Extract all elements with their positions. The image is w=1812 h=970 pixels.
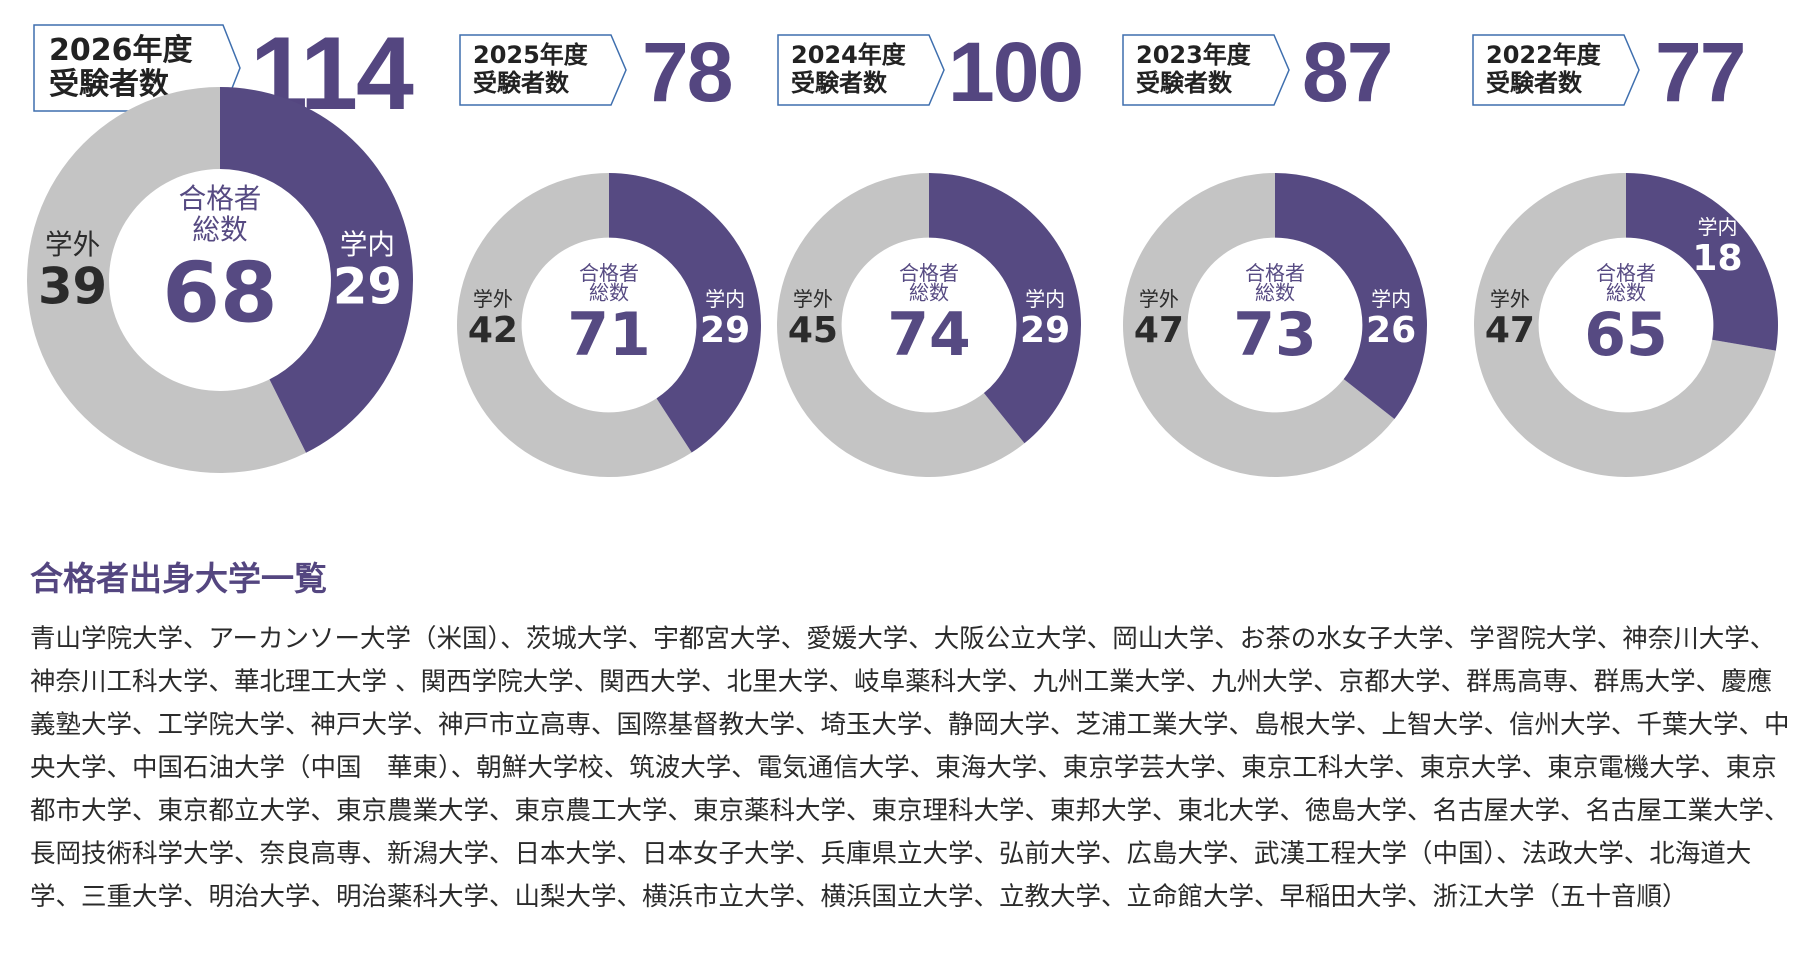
center-label-total: 総数 [1255, 281, 1295, 305]
center-label-total: 総数 [1606, 281, 1646, 305]
center-label-total: 総数 [589, 281, 629, 305]
examinees-label: 受験者数 [473, 69, 569, 97]
inside-value: 29 [333, 257, 402, 315]
center-label-passers: 合格者 [579, 261, 639, 285]
outside-label: 学外 [473, 287, 513, 311]
center-total-value: 68 [162, 244, 277, 341]
center-label-passers: 合格者 [1596, 261, 1656, 285]
center-label-passers: 合格者 [1245, 261, 1305, 285]
center-label-passers: 合格者 [179, 182, 262, 215]
examinees-count: 100 [948, 25, 1084, 119]
slice-inside [609, 173, 761, 453]
badge-arrow-frame [777, 34, 945, 106]
outside-value: 47 [1134, 310, 1184, 351]
examinees-count: 87 [1302, 25, 1393, 119]
slice-inside [1275, 173, 1427, 420]
year-label: 2026年度 [49, 32, 193, 68]
inside-label: 学内 [1697, 215, 1737, 239]
inside-value: 26 [1366, 310, 1416, 351]
slice-inside [220, 87, 413, 453]
inside-value: 29 [700, 310, 750, 351]
examinees-label: 受験者数 [1136, 69, 1232, 97]
outside-label: 学外 [1490, 287, 1530, 311]
center-total-value: 73 [1233, 300, 1317, 370]
year-label: 2023年度 [1136, 41, 1251, 70]
slice-outside [26, 87, 307, 473]
outside-value: 42 [468, 310, 518, 351]
slice-inside [1626, 173, 1778, 351]
results-charts: 2026年度 受験者数 114 合格者 総数 68 学内 29 学外 39 2025年度 受… [26, 22, 1778, 477]
center-total-value: 65 [1584, 300, 1668, 370]
badge-arrow-frame [459, 34, 627, 106]
badge-arrow-frame [1122, 34, 1290, 106]
slice-outside [776, 173, 1025, 477]
examinees-count: 77 [1655, 25, 1746, 119]
center-label-passers: 合格者 [899, 261, 959, 285]
outside-value: 39 [38, 257, 107, 315]
outside-label: 学外 [793, 287, 833, 311]
outside-label: 学外 [1139, 287, 1179, 311]
examinees-label: 受験者数 [791, 69, 887, 97]
slice-outside [1123, 173, 1395, 477]
examinees-label: 受験者数 [49, 67, 169, 102]
examinees-label: 受験者数 [1486, 69, 1582, 97]
slice-outside [457, 173, 692, 477]
year-label: 2022年度 [1486, 41, 1601, 70]
inside-value: 29 [1020, 310, 1070, 351]
slice-outside [1473, 173, 1776, 477]
badge-arrow-frame [1472, 34, 1640, 106]
outside-label: 学外 [45, 228, 100, 261]
inside-label: 学内 [1371, 287, 1411, 311]
university-list-title: 合格者出身大学一覧 [30, 559, 327, 598]
year-badge: 2022年度 受験者数 [1472, 34, 1642, 106]
inside-value: 18 [1692, 238, 1742, 279]
center-total-value: 74 [887, 300, 971, 370]
inside-label: 学内 [1025, 287, 1065, 311]
university-list-body: 青山学院大学、アーカンソー大学（米国）、茨城大学、宇都宮大学、愛媛大学、大阪公立… [30, 624, 1790, 912]
inside-label: 学内 [705, 287, 745, 311]
university-list-section: 合格者出身大学一覧 青山学院大学、アーカンソー大学（米国）、茨城大学、宇都宮大学… [30, 552, 1790, 919]
examinees-count: 78 [642, 25, 733, 119]
year-badge: 2023年度 受験者数 [1122, 34, 1292, 106]
center-label-total: 総数 [909, 281, 949, 305]
center-total-value: 71 [567, 300, 651, 370]
year-badge: 2024年度 受験者数 [777, 34, 947, 106]
year-badge: 2025年度 受験者数 [459, 34, 629, 106]
outside-value: 45 [788, 310, 838, 351]
inside-label: 学内 [340, 228, 395, 261]
center-label-total: 総数 [192, 213, 247, 246]
year-label: 2025年度 [473, 41, 588, 70]
year-label: 2024年度 [791, 41, 906, 70]
year-badge: 2026年度 受験者数 [33, 24, 243, 112]
slice-inside [929, 173, 1081, 444]
outside-value: 47 [1485, 310, 1535, 351]
